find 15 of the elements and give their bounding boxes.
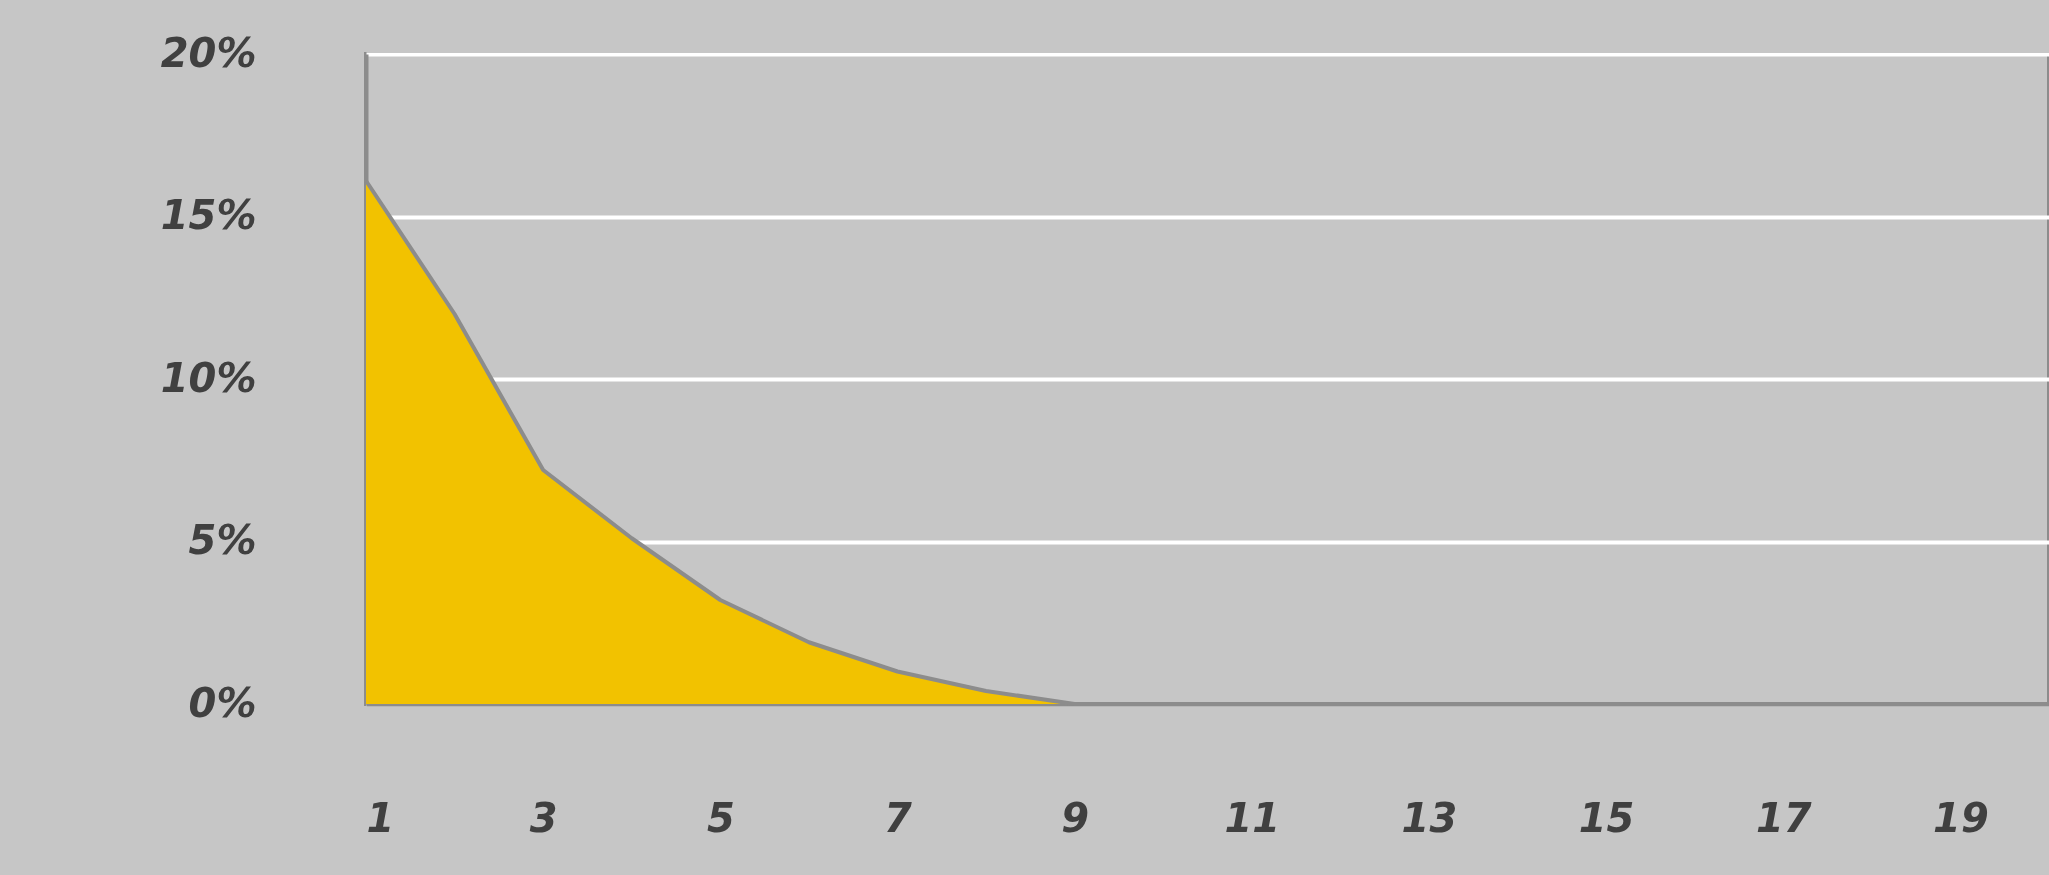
x-tick-label: 5: [706, 794, 735, 841]
x-tick-label: 1: [366, 794, 395, 841]
x-tick-label: 19: [1933, 794, 1989, 841]
x-tick-label: 7: [884, 794, 913, 841]
y-tick-label: 15%: [160, 192, 257, 238]
y-tick-label: 20%: [160, 29, 257, 76]
x-tick-label: 13: [1401, 794, 1458, 841]
x-tick-label: 15: [1578, 794, 1635, 841]
x-tick-label: 11: [1224, 794, 1281, 841]
x-tick-label: 9: [1061, 794, 1090, 841]
y-tick-label: 5%: [188, 517, 257, 563]
x-tick-label: 17: [1755, 794, 1812, 841]
y-tick-label: 10%: [160, 354, 257, 401]
y-tick-label: 0%: [188, 679, 257, 726]
x-tick-label: 3: [529, 794, 558, 841]
